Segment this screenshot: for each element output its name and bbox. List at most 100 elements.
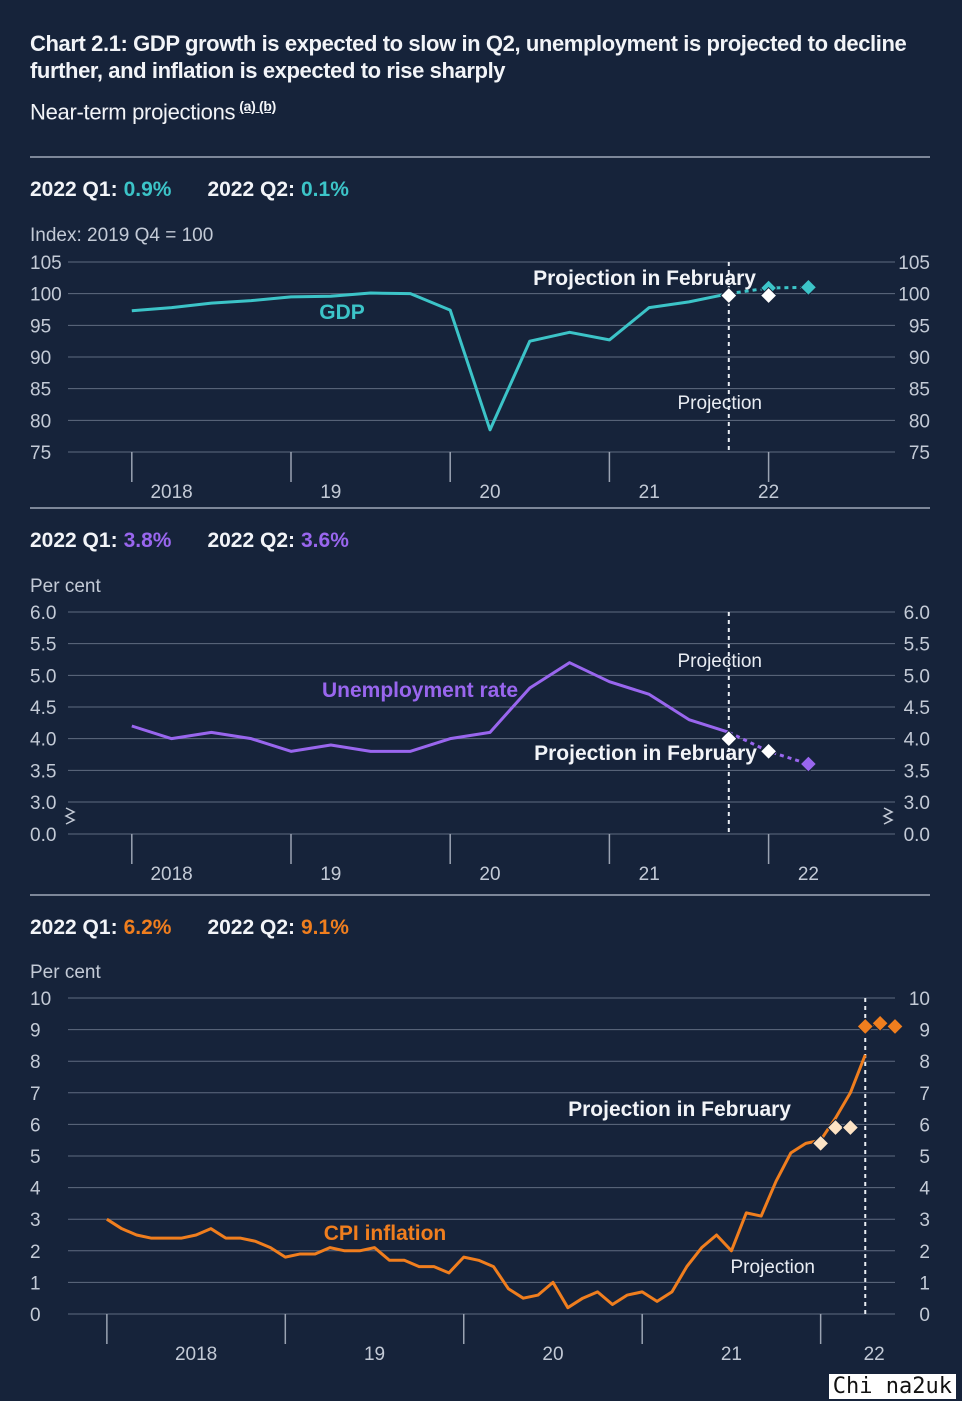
annotation-label: GDP (319, 301, 365, 324)
annotation-label: Projection in February (534, 742, 757, 765)
y-tick-label-right: 5.0 (904, 666, 930, 687)
annotation-label: Unemployment rate (322, 679, 518, 702)
annotation-label: Projection (731, 1257, 816, 1278)
y-tick-label-right: 100 (898, 285, 930, 306)
y-tick-label-right: 4.5 (904, 698, 930, 719)
y-tick-label-right: 90 (909, 348, 930, 369)
annotation-label: Projection (678, 393, 763, 414)
y-tick-label-left: 5.5 (30, 635, 56, 656)
y-tick-label-left: 3.0 (30, 793, 56, 814)
y-tick-label-left: 75 (30, 443, 51, 464)
y-tick-label-right: 1 (919, 1273, 930, 1294)
y-tick-label-left: 85 (30, 380, 51, 401)
y-tick-label-right: 4 (919, 1179, 930, 1200)
q2-label: 2022 Q2: (207, 916, 295, 939)
gdp-unit-label: Index: 2019 Q4 = 100 (30, 225, 214, 246)
cpi-panel-header: 2022 Q1: 6.2% 2022 Q2: 9.1% (30, 916, 349, 940)
cpi-unit-label: Per cent (30, 962, 101, 983)
subtitle-text: Near-term projections (30, 99, 236, 125)
y-tick-label-left: 90 (30, 348, 51, 369)
y-tick-label-right: 8 (919, 1052, 930, 1073)
y-tick-label-left: 4.0 (30, 730, 56, 751)
february-projection-marker (826, 1118, 845, 1137)
y-tick-label-right: 3.5 (904, 761, 930, 782)
divider (30, 894, 930, 896)
y-tick-label-left: 100 (30, 285, 62, 306)
y-tick-label-right: 95 (909, 316, 930, 337)
x-tick-label: 22 (798, 864, 819, 885)
gdp-chart: 75 75 80 80 85 85 90 90 95 95 100 100 105 105 2018 19 20… (30, 253, 930, 500)
q1-label: 2022 Q1: (30, 178, 118, 201)
y-tick-label-left: 105 (30, 253, 62, 274)
annotation-label: Projection in February (568, 1098, 791, 1121)
x-tick-label: 2018 (150, 482, 192, 500)
x-tick-label: 20 (479, 864, 500, 885)
annotation-label: CPI inflation (324, 1222, 447, 1245)
y-tick-label-right: 75 (909, 443, 930, 464)
x-tick-label: 20 (542, 1344, 563, 1360)
y-tick-label-right: 7 (919, 1084, 930, 1105)
q2-value: 3.6% (301, 529, 349, 552)
x-tick-label: 22 (758, 482, 779, 500)
q1-label: 2022 Q1: (30, 916, 118, 939)
footnote-links[interactable]: (a) (b) (239, 98, 276, 114)
y-tick-label-left: 7 (30, 1084, 41, 1105)
y-tick-label-left: 1 (30, 1273, 41, 1294)
gdp-panel-header: 2022 Q1: 0.9% 2022 Q2: 0.1% (30, 178, 349, 202)
projection-marker (886, 1017, 904, 1036)
divider (30, 507, 930, 509)
axis-break-icon (882, 807, 894, 825)
series-line (131, 291, 730, 432)
chart-subtitle: Near-term projections (a) (b) (30, 98, 276, 125)
y-tick-label-left: 5.0 (30, 666, 56, 687)
projection-marker (799, 278, 818, 297)
x-tick-label: 21 (639, 482, 660, 500)
x-tick-label: 2018 (150, 864, 192, 885)
february-projection-marker (720, 286, 738, 305)
series-line (106, 1054, 867, 1310)
y-tick-label-right: 3 (919, 1210, 930, 1231)
y-tick-label-left: 4 (30, 1179, 41, 1200)
february-projection-marker (759, 742, 778, 761)
x-tick-label: 2018 (175, 1344, 217, 1360)
y-tick-label-left: 9 (30, 1021, 41, 1042)
projection-marker (871, 1014, 889, 1032)
y-tick-label-right: 9 (919, 1021, 930, 1042)
february-projection-marker (720, 729, 738, 748)
x-tick-label: 21 (721, 1344, 742, 1360)
series-line (131, 661, 730, 753)
unemployment-panel-header: 2022 Q1: 3.8% 2022 Q2: 3.6% (30, 529, 349, 553)
q1-value: 3.8% (123, 529, 172, 552)
x-tick-label: 21 (639, 864, 660, 885)
y-tick-label-right: 6 (919, 1115, 930, 1136)
chart-title: Chart 2.1: GDP growth is expected to slo… (30, 31, 907, 83)
q1-label: 2022 Q1: (30, 529, 118, 552)
y-tick-label-right: 85 (909, 380, 930, 401)
y-tick-label-left: 10 (30, 989, 51, 1010)
axis-break-icon (64, 807, 76, 825)
annotation-label: Projection in February (533, 267, 756, 290)
y-tick-label-right: 5.5 (904, 635, 930, 656)
x-tick-label: 20 (479, 482, 500, 500)
y-tick-label-right: 105 (898, 253, 930, 274)
y-tick-label-left: 4.5 (30, 698, 56, 719)
x-tick-label: 19 (364, 1344, 385, 1360)
y-tick-label-left: 3.5 (30, 761, 56, 782)
divider (30, 156, 930, 158)
february-projection-marker (841, 1118, 860, 1137)
projection-marker (856, 1017, 874, 1036)
x-tick-label: 19 (320, 864, 341, 885)
q2-value: 0.1% (301, 178, 349, 201)
y-tick-label-right: 6.0 (904, 603, 930, 624)
q2-value: 9.1% (301, 916, 349, 939)
y-tick-label-left: 6.0 (30, 603, 56, 624)
x-tick-label: 19 (320, 482, 341, 500)
y-tick-label-right: 0.0 (904, 825, 930, 846)
february-projection-marker (811, 1134, 830, 1153)
y-tick-label-left: 95 (30, 316, 51, 337)
y-tick-label-left: 6 (30, 1115, 41, 1136)
y-tick-label-right: 5 (919, 1147, 930, 1168)
y-tick-label-left: 0 (30, 1305, 41, 1326)
y-tick-label-left: 0.0 (30, 825, 56, 846)
